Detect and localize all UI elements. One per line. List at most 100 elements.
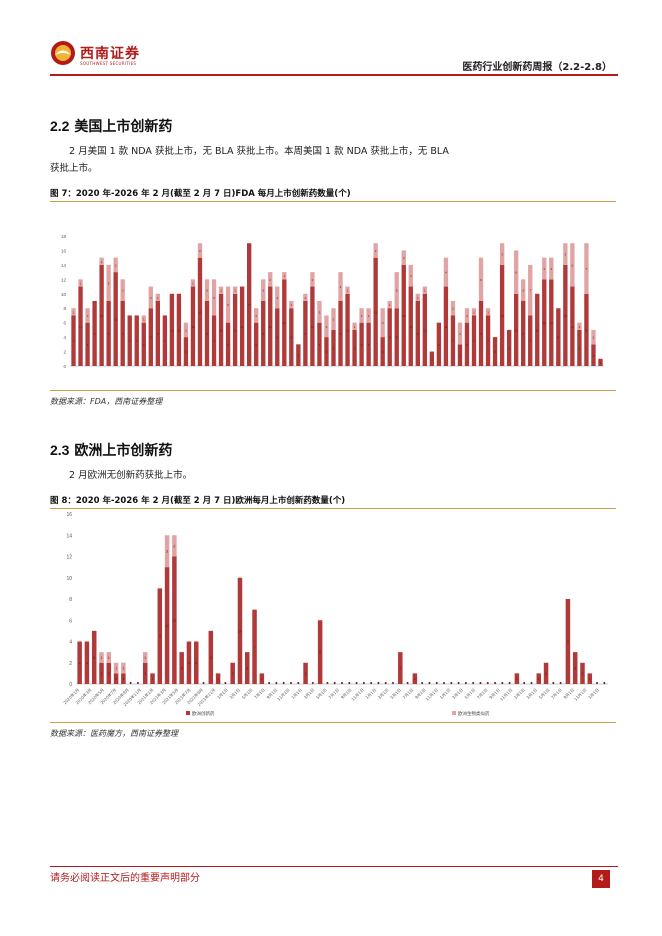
bar-value-label: 4 — [188, 661, 190, 665]
bar-segment — [366, 308, 371, 323]
bar-value-label: 12 — [172, 619, 176, 623]
bar-segment — [521, 279, 526, 301]
bar-segment — [259, 673, 265, 684]
bar-value-label: 14 — [500, 314, 504, 318]
zero-value-marker — [530, 682, 533, 684]
bar-segment — [380, 308, 385, 338]
bar-value-label: 1 — [589, 677, 591, 681]
x-tick-label: 7月1日 — [253, 687, 266, 700]
bar-value-label: 7 — [129, 339, 131, 343]
bar-segment — [148, 286, 153, 309]
bar-segment — [77, 641, 82, 684]
company-logo: 西南证券 SOUTHWEST SECURITIES — [50, 40, 190, 70]
zero-value-marker — [501, 682, 504, 684]
bar-segment — [204, 279, 210, 301]
bar-segment — [193, 641, 199, 684]
bar-value-label: 14 — [402, 314, 406, 318]
bar-segment — [542, 279, 547, 366]
y-tick-label: 16 — [61, 248, 67, 253]
bar-segment — [282, 279, 287, 366]
bar-value-label: 2 — [466, 314, 468, 318]
y-tick-label: 4 — [69, 640, 72, 646]
bar-value-label: 8 — [276, 336, 278, 340]
bar-value-label: 9 — [159, 635, 161, 639]
bar-segment — [338, 272, 343, 301]
x-tick-label: 7月1日 — [550, 687, 563, 700]
us-paragraph-line2: 获批上市。 — [50, 163, 98, 174]
bar-segment — [317, 620, 323, 684]
bar-segment — [506, 329, 512, 366]
bar-value-label: 3 — [298, 354, 300, 358]
bar-value-label: 2 — [403, 256, 405, 260]
bar-segment — [471, 315, 477, 366]
bar-value-label: 11 — [269, 325, 272, 329]
bar-value-label: 5 — [108, 281, 110, 285]
figure8-top-rule — [50, 508, 616, 509]
bar-value-label: 3 — [319, 310, 321, 314]
bar-segment — [394, 308, 399, 366]
bar-segment — [443, 286, 449, 366]
y-tick-label: 2 — [69, 661, 72, 667]
bar-value-label: 3 — [326, 325, 328, 329]
bar-segment — [324, 315, 329, 338]
y-tick-label: 16 — [66, 512, 72, 518]
bar-value-label: 7 — [473, 339, 475, 343]
bar-value-label: 5 — [210, 656, 212, 660]
bar-segment — [127, 315, 132, 366]
bar-segment — [415, 301, 420, 366]
bar-segment — [268, 272, 273, 287]
bar-value-label: 2 — [431, 357, 433, 361]
bar-segment — [485, 315, 491, 366]
bar-value-label: 2 — [452, 307, 454, 311]
bar-segment — [565, 599, 571, 684]
bar-segment — [422, 286, 428, 294]
bar-value-label: 1 — [144, 656, 146, 660]
bar-segment — [549, 279, 554, 366]
bar-segment — [563, 264, 568, 366]
bar-value-label: 1 — [192, 281, 194, 285]
bar-value-label: 1 — [473, 310, 475, 314]
bar-value-label: 9 — [480, 332, 482, 336]
bar-value-label: 1 — [115, 667, 117, 671]
bar-segment — [408, 264, 413, 287]
bar-value-label: 2 — [269, 278, 271, 282]
bar-segment — [261, 301, 266, 366]
bar-segment — [232, 293, 238, 366]
bar-segment — [310, 272, 315, 287]
legend-swatch — [186, 711, 190, 715]
bar-segment — [577, 329, 582, 366]
bar-segment — [492, 337, 498, 366]
bar-segment — [197, 243, 203, 258]
bar-segment — [78, 286, 83, 366]
zero-value-marker — [428, 682, 431, 684]
bar-segment — [225, 322, 231, 366]
bar-value-label: 6 — [255, 343, 257, 347]
bar-value-label: 2 — [545, 672, 547, 676]
bar-segment — [211, 279, 217, 316]
legend-swatch — [452, 711, 456, 715]
x-tick-label: 1月1日 — [587, 687, 600, 700]
bar-value-label: 4 — [185, 350, 187, 354]
bar-segment — [275, 286, 280, 309]
bar-segment — [78, 279, 83, 287]
bar-segment — [415, 293, 420, 301]
bar-value-label: 5 — [354, 346, 356, 350]
x-tick-label: 3月1日 — [377, 687, 390, 700]
bar-value-label: 9 — [417, 332, 419, 336]
bar-segment — [289, 301, 294, 309]
bar-value-label: 10 — [536, 328, 540, 332]
bar-segment — [245, 652, 250, 684]
bar-value-label: 2 — [101, 672, 103, 676]
bar-segment — [204, 301, 210, 366]
bar-value-label: 9 — [108, 332, 110, 336]
figure8-bottom-rule — [50, 722, 616, 723]
zero-value-marker — [311, 682, 314, 684]
zero-value-marker — [362, 682, 365, 684]
y-tick-label: 2 — [63, 350, 66, 355]
bar-value-label: 3 — [262, 289, 264, 293]
zero-value-marker — [289, 682, 292, 684]
figure8-source: 数据来源：医药魔方，西南证券整理 — [50, 729, 178, 738]
figure7-bottom-rule — [50, 390, 616, 391]
bar-value-label: 6 — [368, 343, 370, 347]
